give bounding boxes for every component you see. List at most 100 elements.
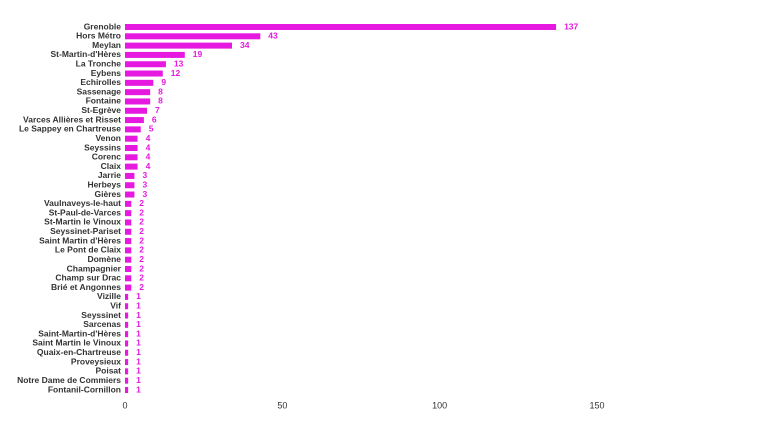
bar [125, 387, 129, 393]
y-tick-label: Gières [95, 189, 122, 199]
y-tick-label: Notre Dame de Commiers [17, 375, 121, 385]
value-label: 13 [174, 58, 184, 68]
bar [125, 135, 138, 142]
bar [125, 377, 129, 384]
bar [125, 349, 129, 356]
value-label: 8 [158, 96, 163, 106]
bar [125, 238, 132, 245]
x-tick-label: 100 [432, 400, 447, 410]
value-label: 43 [268, 31, 278, 41]
y-tick-label: St-Paul-de-Varces [49, 207, 122, 217]
bar [125, 24, 557, 30]
value-label: 1 [136, 356, 141, 366]
value-label: 1 [136, 384, 141, 394]
y-tick-label: Fontaine [86, 96, 122, 106]
y-tick-label: Champ sur Drac [55, 273, 121, 283]
y-tick-label: Seyssins [84, 142, 121, 152]
value-label: 137 [564, 21, 578, 31]
value-label: 1 [136, 300, 141, 310]
bar [125, 321, 129, 328]
value-label: 1 [136, 366, 141, 376]
value-label: 2 [139, 273, 144, 283]
y-tick-label: Grenoble [84, 21, 122, 31]
value-label: 2 [139, 217, 144, 227]
bar [125, 293, 129, 300]
y-tick-label: Seyssinet-Pariset [50, 226, 121, 236]
y-tick-label: Seyssinet [81, 310, 121, 320]
bar [125, 275, 132, 282]
bar [125, 284, 132, 291]
value-label: 12 [171, 68, 181, 78]
value-label: 2 [139, 254, 144, 264]
y-tick-label: Corenc [92, 152, 122, 162]
value-label: 2 [139, 282, 144, 292]
bar [125, 33, 261, 40]
y-tick-label: Venon [95, 133, 121, 143]
bar [125, 98, 151, 105]
value-label: 1 [136, 328, 141, 338]
y-tick-label: Eybens [91, 68, 122, 78]
value-label: 1 [136, 291, 141, 301]
bar [125, 191, 135, 198]
value-label: 6 [152, 114, 157, 124]
bar [125, 126, 141, 133]
bar [125, 340, 129, 347]
value-label: 2 [139, 263, 144, 273]
value-label: 3 [142, 179, 147, 189]
bar [125, 117, 144, 124]
y-tick-label: Jarrie [98, 170, 121, 180]
value-label: 1 [136, 347, 141, 357]
value-label: 2 [139, 198, 144, 208]
value-label: 3 [142, 189, 147, 199]
y-tick-label: St-Martin le Vinoux [44, 217, 121, 227]
value-label: 1 [136, 319, 141, 329]
y-tick-label: Hors Métro [76, 31, 121, 41]
bar [125, 172, 135, 179]
bar [125, 182, 135, 189]
y-tick-label: Vizille [97, 291, 121, 301]
value-label: 4 [146, 142, 151, 152]
bar [125, 256, 132, 263]
value-label: 19 [193, 49, 203, 59]
y-tick-label: Vaulnaveys-le-haut [44, 198, 121, 208]
y-tick-label: Meylan [92, 40, 121, 50]
bar [125, 228, 132, 235]
value-label: 7 [155, 105, 160, 115]
bar [125, 51, 185, 58]
bar [125, 200, 132, 207]
y-tick-label: Poisat [95, 366, 121, 376]
y-tick-label: Proveysieux [71, 356, 121, 366]
value-label: 5 [149, 124, 154, 134]
bar [125, 247, 132, 254]
y-tick-label: Claix [101, 161, 122, 171]
x-tick-label: 150 [589, 400, 604, 410]
value-label: 2 [139, 245, 144, 255]
value-label: 1 [136, 310, 141, 320]
bar [125, 368, 129, 375]
y-tick-label: St-Martin-d'Hères [50, 49, 121, 59]
y-tick-label: Quaix-en-Chartreuse [37, 347, 121, 357]
value-label: 1 [136, 338, 141, 348]
bar [125, 219, 132, 226]
value-label: 1 [136, 375, 141, 385]
y-tick-label: Le Pont de Claix [55, 245, 121, 255]
bar [125, 154, 138, 161]
x-tick-label: 0 [122, 400, 127, 410]
bar [125, 163, 138, 170]
bar [125, 79, 154, 86]
value-label: 4 [146, 152, 151, 162]
bar [125, 331, 129, 338]
value-label: 2 [139, 235, 144, 245]
value-label: 2 [139, 207, 144, 217]
bar [125, 89, 151, 96]
y-tick-label: Champagnier [67, 263, 122, 273]
bar [125, 70, 163, 77]
y-tick-label: Varces Allières et Risset [23, 114, 121, 124]
y-tick-label: Domène [87, 254, 121, 264]
bar [125, 266, 132, 272]
y-tick-label: Fontanil-Cornillon [48, 384, 121, 394]
bar [125, 145, 138, 151]
y-tick-label: Sassenage [77, 86, 122, 96]
bar [125, 107, 148, 114]
